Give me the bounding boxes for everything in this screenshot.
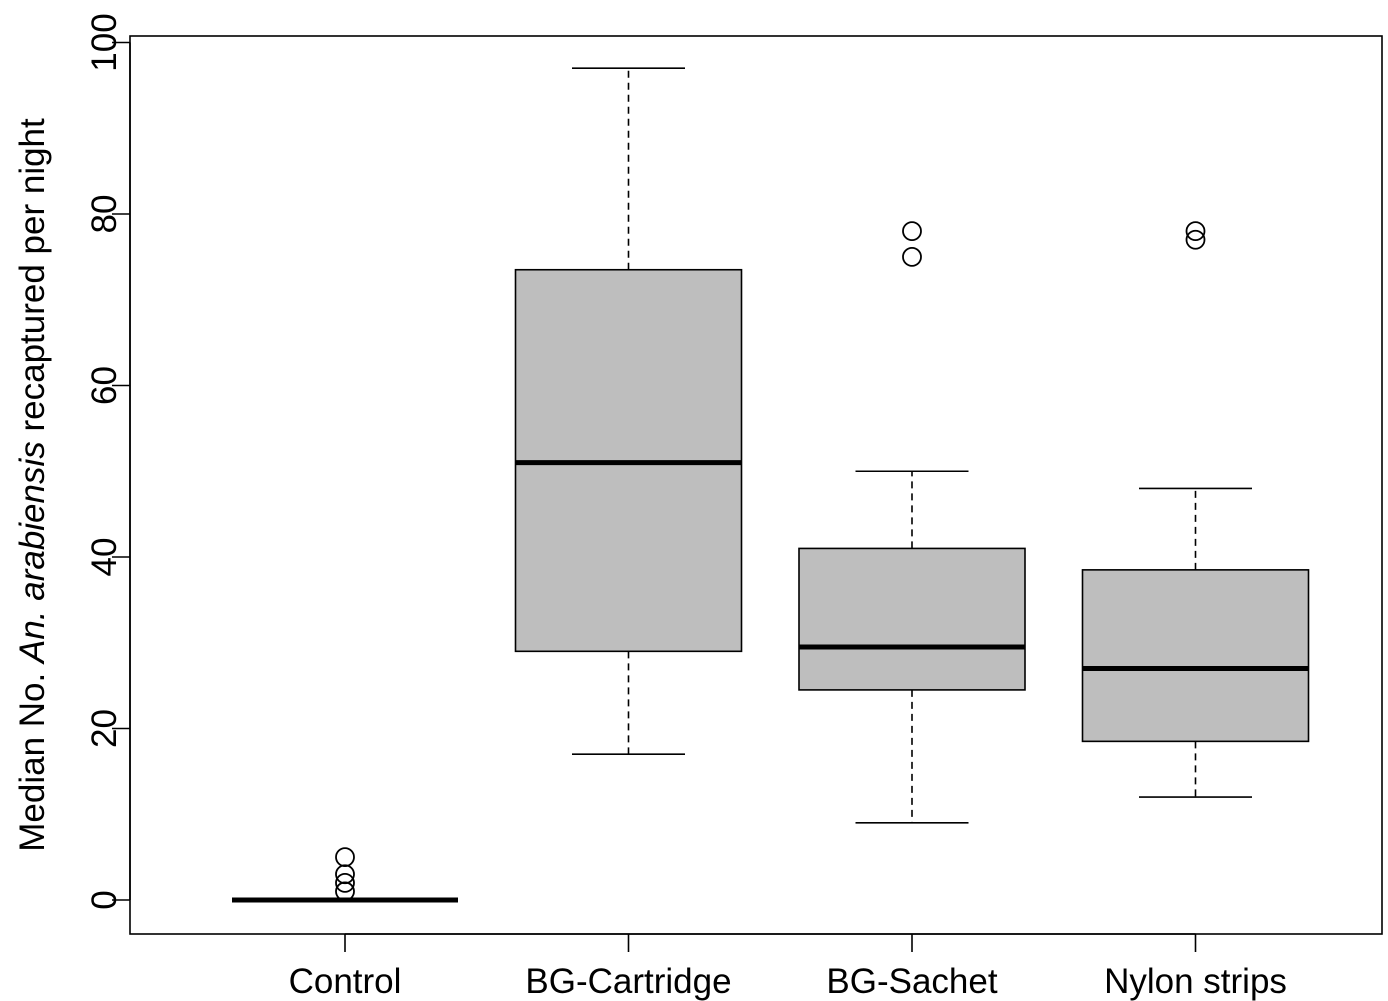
y-tick-label: 0 [85,890,124,909]
iqr-box [798,547,1026,691]
outlier-point [1185,229,1206,250]
outlier-point [335,847,355,868]
box-bg-sachet [798,221,1026,824]
plot-frame [129,35,1383,935]
y-axis-label-species: An. arabiensis [13,441,52,665]
y-tick-label: 100 [85,13,124,71]
outlier-point [1185,221,1206,242]
iqr-box [1081,569,1310,743]
x-tick-label: BG-Sachet [826,962,997,1001]
outlier-point [902,221,922,242]
x-tick-label: Nylon strips [1104,962,1287,1001]
box-bg-cartridge [514,67,743,756]
y-axis-label-prefix: Median No. [13,663,52,852]
x-tick-label: Control [289,962,402,1001]
y-axis-label-suffix: recaptured per night [13,118,52,441]
y-tick-label: 60 [85,366,124,405]
y-tick-label: 20 [85,709,124,748]
outlier-point [902,246,922,267]
y-axis-label: Median No. An. arabiensis recaptured per… [13,118,52,852]
box-series [232,67,1310,903]
y-tick-label: 80 [85,195,124,234]
y-tick-label: 40 [85,538,124,577]
y-axis: 0 20 40 60 80 100 [85,13,131,910]
outlier-point [335,872,355,893]
x-axis: Control BG-Cartridge BG-Sachet Nylon strips [289,933,1287,1001]
box-nylon-strips [1081,221,1310,798]
box-control [232,847,458,903]
x-tick-label: BG-Cartridge [525,962,731,1001]
